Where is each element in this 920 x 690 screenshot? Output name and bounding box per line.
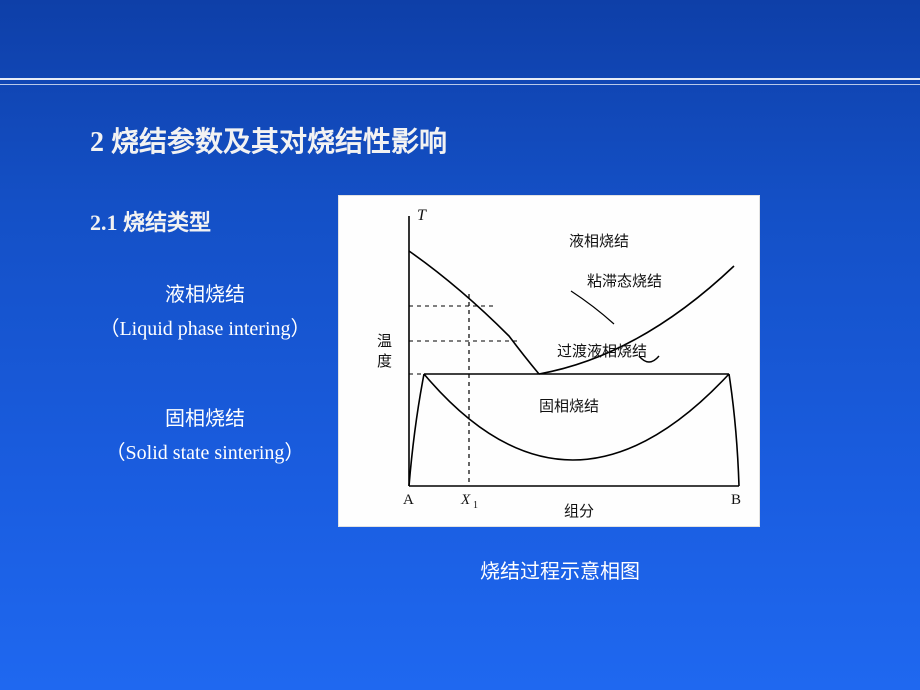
slide: 2 烧结参数及其对烧结性影响 2.1 烧结类型 液相烧结 （Liquid pha…: [0, 0, 920, 690]
divider-line-2: [0, 84, 920, 85]
axis-a: A: [403, 492, 414, 508]
label-liquid: 液相烧结: [569, 233, 629, 250]
axis-x-label: 组分: [564, 503, 594, 520]
label-solid: 固相烧结: [539, 398, 599, 415]
solid-sintering-cn: 固相烧结: [90, 404, 320, 434]
axis-y-char2: 度: [377, 353, 392, 370]
axis-t-label: T: [417, 207, 427, 224]
type-list: 液相烧结 （Liquid phase intering） 固相烧结 （Solid…: [90, 280, 320, 472]
liquid-sintering-en: （Liquid phase intering）: [90, 314, 320, 344]
axis-x1: X: [460, 492, 471, 508]
axis-x1-sub: 1: [473, 500, 478, 511]
axis-b: B: [731, 492, 741, 508]
subsection-title: 2.1 烧结类型: [90, 205, 211, 237]
divider-line-1: [0, 78, 920, 80]
diagram-caption: 烧结过程示意相图: [480, 555, 640, 584]
solid-sintering-en: （Solid state sintering）: [90, 438, 320, 468]
label-transient: 过渡液相烧结: [557, 343, 647, 360]
phase-diagram-svg: T 液相烧结 粘滞态烧结 过渡液相烧结 固相烧结 温 度 A B X 1 组分: [339, 196, 759, 526]
section-title: 2 烧结参数及其对烧结性影响: [90, 120, 447, 160]
phase-diagram: T 液相烧结 粘滞态烧结 过渡液相烧结 固相烧结 温 度 A B X 1 组分: [338, 195, 760, 527]
liquid-sintering-cn: 液相烧结: [90, 280, 320, 310]
label-viscous: 粘滞态烧结: [587, 273, 662, 290]
axis-y-char1: 温: [377, 333, 392, 350]
